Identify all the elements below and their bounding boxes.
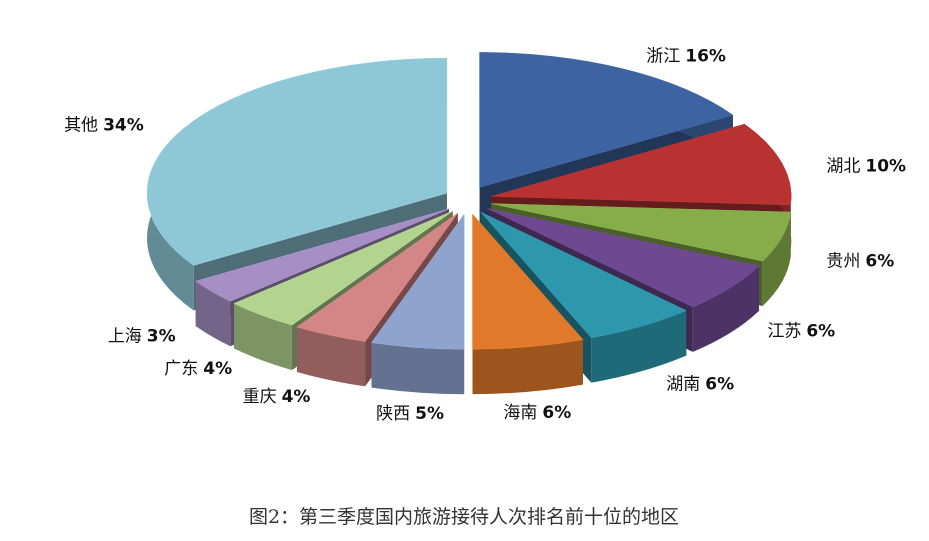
- slice-side: [297, 327, 366, 387]
- data-label: 浙江 16%: [646, 47, 726, 67]
- value-label: 34%: [103, 116, 144, 136]
- slice-side: [692, 265, 759, 352]
- slice-side: [371, 342, 465, 395]
- data-label: 重庆 4%: [243, 387, 311, 407]
- slice-top: [371, 213, 465, 350]
- slice-side: [472, 339, 583, 395]
- category-label: 浙江: [646, 47, 680, 67]
- value-label: 4%: [203, 359, 232, 379]
- value-label: 6%: [806, 321, 835, 341]
- slice-top: [480, 211, 687, 338]
- pie-slice: [472, 213, 584, 395]
- category-label: 江苏: [767, 321, 801, 341]
- category-label: 广东: [164, 359, 198, 379]
- data-label: 陕西 5%: [376, 404, 444, 424]
- slice-side: [762, 212, 791, 307]
- data-label: 广东 4%: [164, 359, 232, 379]
- data-label: 湖北 10%: [826, 156, 906, 176]
- value-label: 5%: [415, 404, 444, 424]
- value-label: 6%: [705, 374, 734, 394]
- category-label: 上海: [108, 327, 142, 347]
- category-label: 湖南: [666, 374, 700, 394]
- slice-top: [146, 57, 448, 266]
- data-label: 上海 3%: [108, 327, 176, 347]
- slice-top: [472, 213, 584, 350]
- category-label: 重庆: [243, 387, 277, 407]
- value-label: 10%: [865, 156, 906, 176]
- data-label: 其他 34%: [64, 116, 144, 136]
- slice-side: [234, 303, 292, 371]
- value-label: 6%: [865, 251, 894, 271]
- category-label: 其他: [64, 116, 98, 136]
- value-label: 4%: [282, 387, 311, 407]
- pie-slice: [371, 213, 465, 395]
- data-label: 湖南 6%: [666, 374, 734, 394]
- slice-top: [491, 203, 791, 262]
- slice-top: [479, 52, 734, 188]
- slice-top: [195, 208, 450, 302]
- slice-top: [233, 210, 453, 326]
- slice-top: [487, 208, 760, 308]
- category-label: 陕西: [376, 404, 410, 424]
- slice-side: [591, 310, 687, 383]
- caption: 图2：第三季度国内旅游接待人次排名前十位的地区: [249, 506, 679, 528]
- value-label: 3%: [147, 327, 176, 347]
- data-label: 贵州 6%: [826, 251, 894, 271]
- data-label: 海南 6%: [503, 403, 571, 423]
- value-label: 6%: [542, 403, 571, 423]
- value-label: 16%: [685, 47, 726, 67]
- data-label: 江苏 6%: [767, 321, 835, 341]
- category-label: 海南: [503, 403, 537, 423]
- slice-top: [296, 212, 458, 342]
- slice-side: [195, 281, 231, 347]
- slice-top: [491, 123, 792, 206]
- category-label: 贵州: [826, 251, 860, 271]
- category-label: 湖北: [826, 156, 860, 176]
